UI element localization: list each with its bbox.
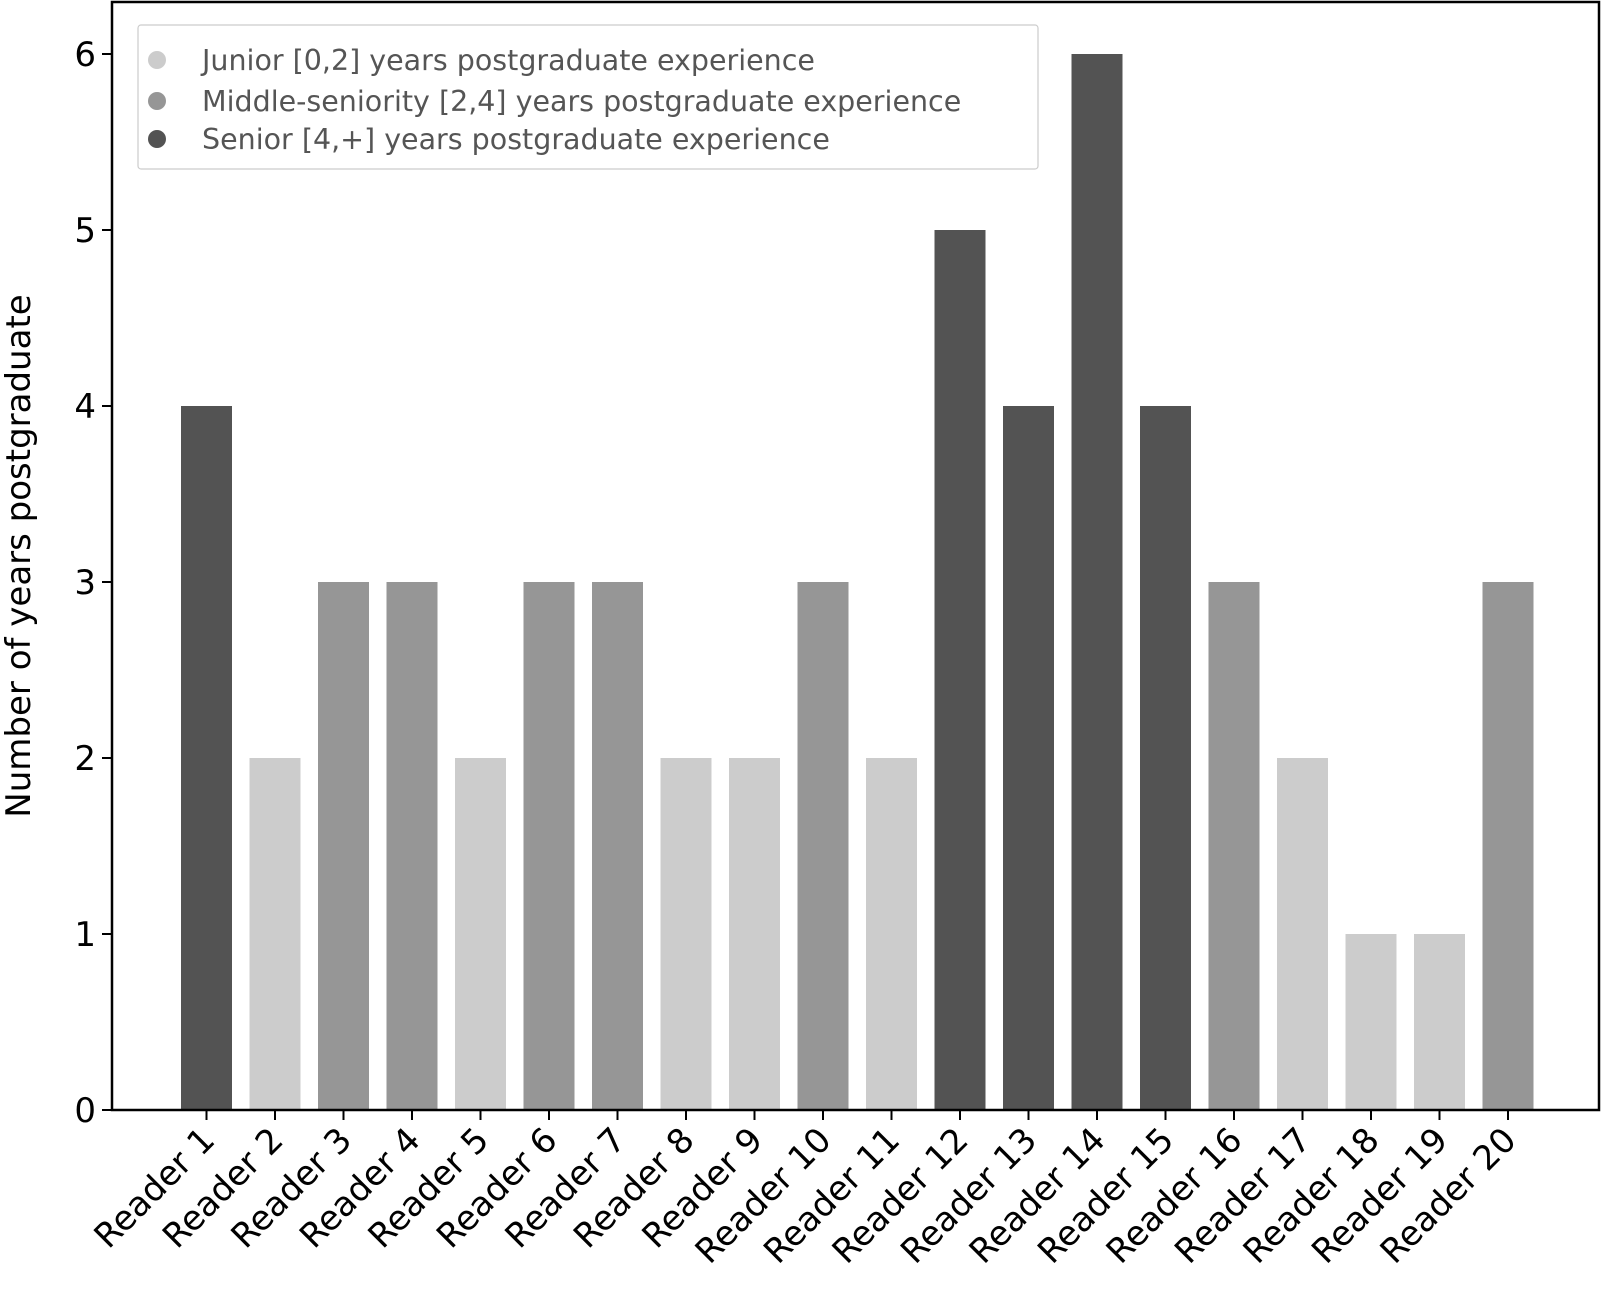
legend: Junior [0,2] years postgraduate experien…: [137, 24, 1039, 170]
bar-20: [1482, 582, 1534, 1110]
bar-4: [386, 582, 438, 1110]
y-tick-label: 6: [74, 35, 96, 75]
y-tick-label: 2: [74, 739, 96, 779]
bar-17: [1277, 758, 1328, 1110]
bar-15: [1140, 406, 1191, 1110]
y-tick-label: 5: [74, 211, 96, 251]
bar-8: [660, 758, 712, 1110]
legend-box: [137, 24, 1039, 170]
bar-18: [1345, 934, 1397, 1110]
bar-13: [1003, 406, 1054, 1110]
bars-layer: [181, 54, 1534, 1110]
y-tick-label: 3: [74, 563, 96, 603]
y-tick-label: 4: [74, 387, 96, 427]
legend-label-senior: Senior [4,+] years postgraduate experien…: [202, 123, 830, 156]
bar-16: [1208, 582, 1260, 1110]
plot-frame: [110, 0, 1601, 1112]
bar-11: [866, 758, 917, 1110]
bar-3: [318, 582, 369, 1110]
bar-10: [797, 582, 849, 1110]
legend-marker-middle: [148, 92, 166, 110]
bar-6: [523, 582, 575, 1110]
legend-items: Junior [0,2] years postgraduate experien…: [148, 44, 961, 156]
y-tick-label: 0: [74, 1091, 96, 1131]
y-tick-label: 1: [74, 915, 96, 955]
legend-label-middle: Middle-seniority [2,4] years postgraduat…: [202, 85, 961, 118]
legend-label-junior: Junior [0,2] years postgraduate experien…: [200, 44, 815, 77]
bar-7: [592, 582, 643, 1110]
bar-2: [249, 758, 301, 1110]
y-axis-title: Number of years postgraduate: [0, 294, 39, 817]
bar-14: [1071, 54, 1123, 1110]
bar-12: [934, 230, 986, 1110]
bar-5: [455, 758, 506, 1110]
bar-1: [181, 406, 232, 1110]
bar-9: [729, 758, 780, 1110]
legend-marker-junior: [148, 51, 166, 69]
legend-marker-senior: [148, 130, 166, 148]
y-axis-ticks: 0 1 2 3 4 5 6: [74, 35, 112, 1131]
bar-19: [1414, 934, 1465, 1110]
